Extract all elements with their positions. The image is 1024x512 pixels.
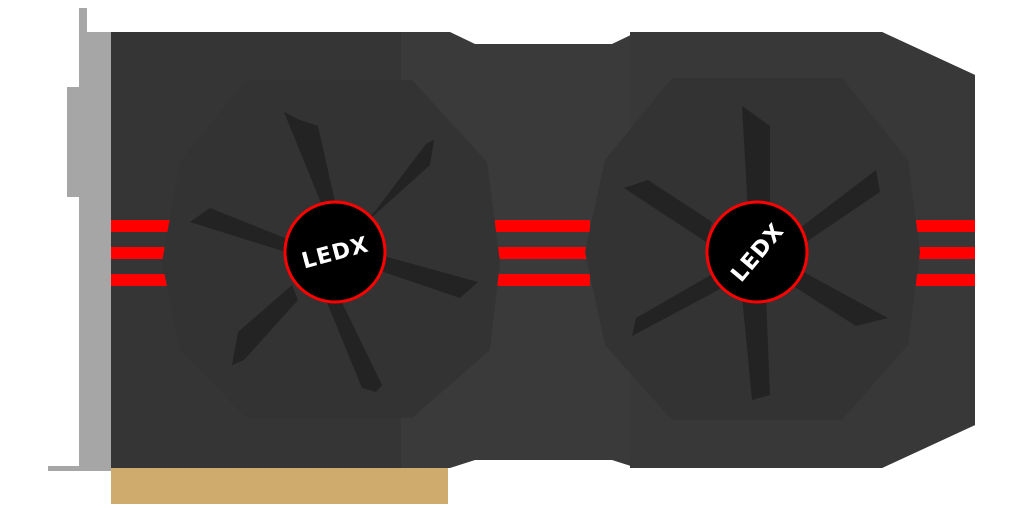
fan-blade xyxy=(800,170,880,242)
io-bracket xyxy=(48,8,111,471)
fan-blade xyxy=(190,208,290,252)
accent-stripe-right-2 xyxy=(915,247,975,259)
bracket-side-panel xyxy=(67,87,111,197)
fan-blade xyxy=(624,180,712,242)
accent-stripe-left-3 xyxy=(111,274,171,286)
fan-blade xyxy=(372,255,478,298)
fan-blade xyxy=(632,272,722,336)
fan-blade xyxy=(742,106,770,212)
fan-blade xyxy=(742,296,770,400)
accent-stripe-left-1 xyxy=(111,220,171,232)
accent-stripe-mid-3 xyxy=(495,274,590,286)
fan-blades-right xyxy=(624,106,888,400)
accent-stripe-mid-2 xyxy=(495,247,590,259)
fan-blade xyxy=(284,112,338,225)
fan-blades-left xyxy=(190,112,478,392)
accent-stripe-left-2 xyxy=(111,247,171,259)
accent-stripe-mid-1 xyxy=(495,220,590,232)
fan-blade xyxy=(790,268,888,326)
pcie-connector xyxy=(111,468,448,504)
fan-blade xyxy=(326,290,382,392)
bracket-top-tab xyxy=(79,8,87,36)
fan-blade xyxy=(360,140,434,228)
fan-hub-right xyxy=(705,200,809,304)
fan-left: LEDX xyxy=(162,80,500,418)
accent-stripe-right-3 xyxy=(915,274,975,286)
fan-blade xyxy=(232,285,298,365)
accent-stripes xyxy=(111,220,975,286)
bracket-foot xyxy=(48,466,111,471)
fan-right: LEDX xyxy=(585,78,920,420)
accent-stripe-right-1 xyxy=(915,220,975,232)
fan-hub-left xyxy=(283,200,387,304)
